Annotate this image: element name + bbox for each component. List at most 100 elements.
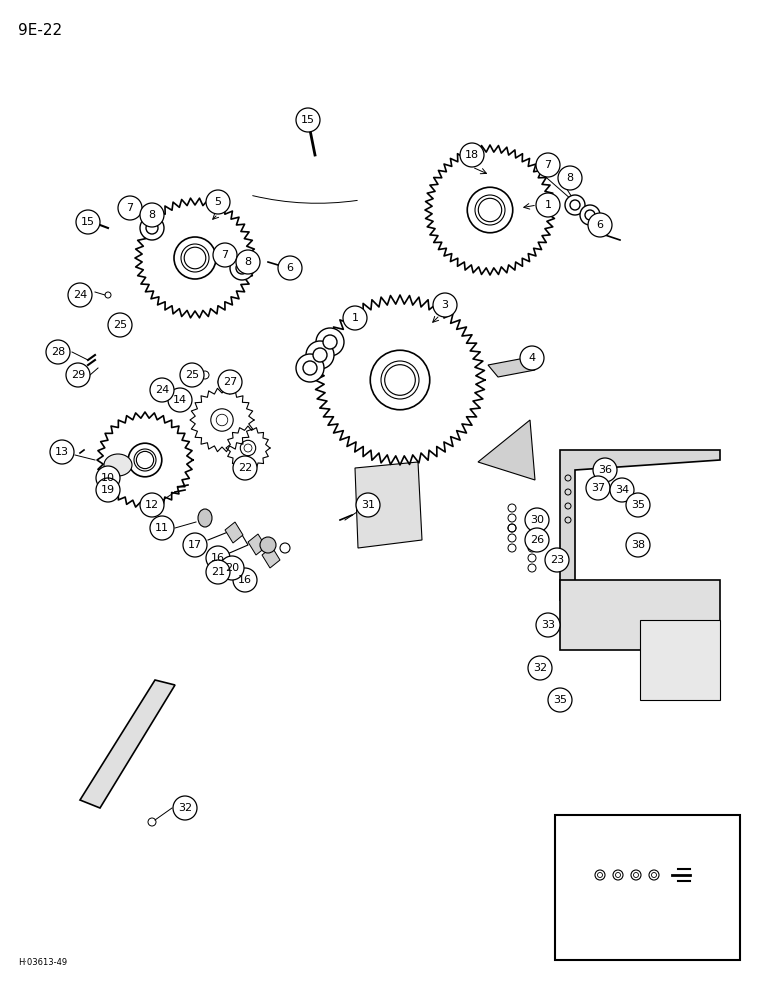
Circle shape [303, 361, 317, 375]
Circle shape [68, 283, 92, 307]
Polygon shape [478, 420, 535, 480]
Polygon shape [80, 680, 175, 808]
Text: H·03613-49: H·03613-49 [18, 958, 67, 967]
Circle shape [296, 354, 324, 382]
Ellipse shape [104, 454, 132, 476]
Circle shape [236, 250, 260, 274]
Circle shape [140, 203, 164, 227]
Circle shape [588, 213, 612, 237]
Circle shape [96, 478, 120, 502]
Text: 8: 8 [148, 210, 155, 220]
Polygon shape [560, 450, 720, 600]
Circle shape [118, 196, 142, 220]
Circle shape [146, 222, 158, 234]
Text: 23: 23 [550, 555, 564, 565]
Circle shape [525, 508, 549, 532]
Text: 32: 32 [178, 803, 192, 813]
Circle shape [180, 363, 204, 387]
Bar [555, 815, 740, 960]
Text: 21: 21 [211, 567, 225, 577]
Text: 7: 7 [126, 203, 133, 213]
Circle shape [140, 216, 164, 240]
Text: 12: 12 [145, 500, 159, 510]
Circle shape [76, 210, 100, 234]
Ellipse shape [260, 537, 276, 553]
Text: 15: 15 [81, 217, 95, 227]
Text: 10: 10 [101, 473, 115, 483]
Circle shape [233, 568, 257, 592]
Text: 31: 31 [361, 500, 375, 510]
Circle shape [220, 556, 244, 580]
Circle shape [580, 205, 600, 225]
Circle shape [343, 306, 367, 330]
Polygon shape [225, 522, 243, 543]
Circle shape [206, 190, 230, 214]
Circle shape [206, 546, 230, 570]
Polygon shape [560, 580, 720, 650]
Text: 1: 1 [352, 313, 359, 323]
Circle shape [168, 388, 192, 412]
Text: 11: 11 [155, 523, 169, 533]
Ellipse shape [198, 509, 212, 527]
Text: 38: 38 [631, 540, 645, 550]
Text: 33: 33 [541, 620, 555, 630]
Circle shape [528, 656, 552, 680]
Circle shape [570, 200, 580, 210]
Text: 22: 22 [238, 463, 252, 473]
Text: 24: 24 [73, 290, 87, 300]
Circle shape [433, 293, 457, 317]
Text: 29: 29 [71, 370, 85, 380]
Text: 17: 17 [188, 540, 202, 550]
Text: 36: 36 [598, 465, 612, 475]
Circle shape [173, 796, 197, 820]
Text: 5: 5 [215, 197, 222, 207]
Text: 6: 6 [597, 220, 604, 230]
Circle shape [46, 340, 70, 364]
Polygon shape [262, 547, 280, 568]
Circle shape [140, 493, 164, 517]
Text: 26: 26 [530, 535, 544, 545]
Circle shape [626, 493, 650, 517]
Polygon shape [248, 534, 266, 555]
Text: 8: 8 [566, 173, 573, 183]
Text: 15: 15 [301, 115, 315, 125]
Circle shape [236, 262, 248, 274]
Circle shape [183, 533, 207, 557]
Circle shape [233, 456, 257, 480]
Text: 27: 27 [223, 377, 237, 387]
Text: 16: 16 [238, 575, 252, 585]
Circle shape [96, 466, 120, 490]
Text: 3: 3 [441, 300, 448, 310]
Text: 35: 35 [631, 500, 645, 510]
Circle shape [150, 378, 174, 402]
Text: 25: 25 [185, 370, 199, 380]
Circle shape [356, 493, 380, 517]
Text: 19: 19 [101, 485, 115, 495]
Text: 16: 16 [211, 553, 225, 563]
Circle shape [586, 476, 610, 500]
Circle shape [593, 458, 617, 482]
Text: 37: 37 [591, 483, 605, 493]
Circle shape [50, 440, 74, 464]
Circle shape [610, 478, 634, 502]
Circle shape [585, 210, 595, 220]
Text: 9E-22: 9E-22 [18, 23, 62, 38]
Text: 4: 4 [528, 353, 536, 363]
Text: 35: 35 [553, 695, 567, 705]
Circle shape [150, 516, 174, 540]
Circle shape [206, 560, 230, 584]
Circle shape [558, 166, 582, 190]
Polygon shape [640, 620, 720, 700]
Circle shape [536, 613, 560, 637]
Circle shape [218, 370, 242, 394]
Text: 7: 7 [544, 160, 551, 170]
Circle shape [316, 328, 344, 356]
Circle shape [520, 346, 544, 370]
Circle shape [548, 688, 572, 712]
Text: 24: 24 [155, 385, 169, 395]
Text: 14: 14 [173, 395, 187, 405]
Text: 32: 32 [533, 663, 547, 673]
Circle shape [306, 341, 334, 369]
Circle shape [536, 153, 560, 177]
Circle shape [565, 195, 585, 215]
